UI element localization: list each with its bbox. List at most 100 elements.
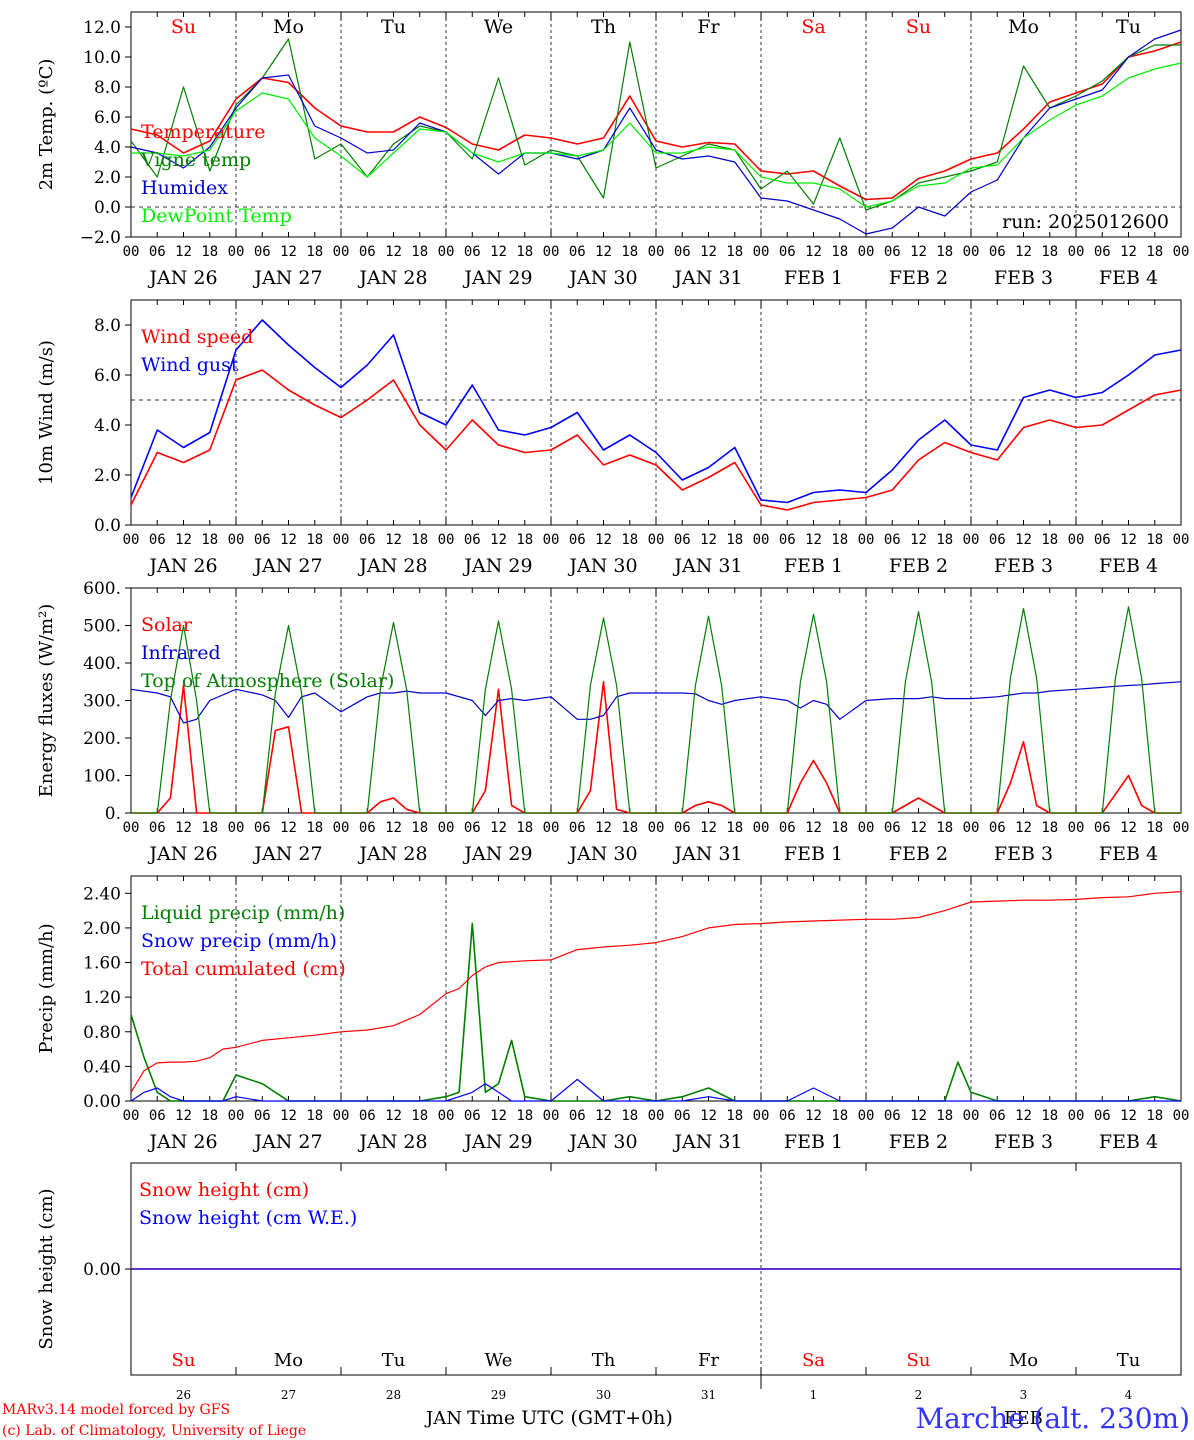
hour-tick-label: 06 (779, 532, 796, 548)
hour-tick-label: 06 (1094, 532, 1111, 548)
y-tick-label: 400. (83, 654, 121, 674)
y-tick-label: 2.0 (94, 168, 121, 188)
credit-lab: (c) Lab. of Climatology, University of L… (2, 1423, 306, 1439)
hour-tick-label: 18 (516, 820, 533, 836)
hour-tick-label: 00 (123, 820, 140, 836)
legend-entry: Snow precip (mm/h) (141, 930, 337, 952)
hour-tick-label: 06 (569, 1108, 586, 1124)
hour-tick-label: 12 (1015, 820, 1032, 836)
weekday-label: Mo (1009, 1350, 1038, 1371)
hour-tick-label: 00 (123, 244, 140, 260)
y-tick-label: 300. (83, 692, 121, 712)
y-tick-label: 2.00 (83, 919, 121, 939)
hour-tick-label: 12 (385, 1108, 402, 1124)
hour-tick-label: 12 (1120, 244, 1137, 260)
hour-tick-label: 00 (1068, 244, 1085, 260)
hour-tick-label: 12 (910, 244, 927, 260)
day-number: 29 (491, 1388, 506, 1402)
hour-tick-label: 18 (831, 1108, 848, 1124)
weekday-label: Su (907, 1350, 931, 1371)
hour-tick-label: 18 (411, 532, 428, 548)
hour-tick-label: 06 (464, 244, 481, 260)
panel-3 (125, 587, 1182, 814)
hour-tick-label: 18 (936, 1108, 953, 1124)
hour-tick-label: 12 (805, 820, 822, 836)
date-label: JAN 26 (147, 267, 217, 289)
hour-tick-label: 06 (989, 244, 1006, 260)
hour-tick-label: 12 (280, 820, 297, 836)
panel-4 (125, 875, 1182, 1102)
hour-tick-label: 00 (1173, 244, 1190, 260)
hour-tick-label: 00 (648, 820, 665, 836)
hour-tick-label: 18 (726, 532, 743, 548)
date-label: FEB 2 (889, 267, 948, 289)
y-tick-label: 1.20 (83, 988, 121, 1008)
hour-tick-label: 18 (831, 244, 848, 260)
hour-tick-label: 18 (936, 820, 953, 836)
hour-tick-label: 18 (1041, 244, 1058, 260)
day-number: 26 (176, 1388, 191, 1402)
hour-tick-label: 06 (674, 532, 691, 548)
y-tick-label: 8.0 (94, 316, 121, 336)
hour-tick-label: 18 (621, 1108, 638, 1124)
hour-tick-label: 00 (543, 820, 560, 836)
y-tick-label: 0.80 (83, 1023, 121, 1043)
y-tick-label: 0.00 (83, 1260, 121, 1280)
hour-tick-label: 00 (963, 1108, 980, 1124)
date-label: JAN 27 (252, 267, 322, 289)
series-line-1 (130, 41, 1182, 201)
hour-tick-label: 12 (595, 244, 612, 260)
weekday-label: Sa (801, 16, 825, 38)
hour-tick-label: 00 (333, 820, 350, 836)
legend-entry: Top of Atmosphere (Solar) (141, 670, 394, 692)
day-number: 3 (1020, 1388, 1028, 1402)
hour-tick-label: 00 (438, 1108, 455, 1124)
legend-entry: Temperature (141, 121, 265, 143)
hour-tick-label: 18 (411, 820, 428, 836)
month-label-left: JAN (424, 1408, 462, 1429)
hour-tick-label: 12 (595, 1108, 612, 1124)
hour-tick-label: 06 (464, 820, 481, 836)
hour-tick-label: 18 (726, 244, 743, 260)
hour-tick-label: 12 (280, 532, 297, 548)
hour-tick-label: 06 (884, 532, 901, 548)
y-tick-label: 500. (83, 617, 121, 637)
weekday-label: Mo (273, 16, 304, 38)
y-tick-label: 200. (83, 729, 121, 749)
hour-tick-label: 12 (910, 820, 927, 836)
x-axis-label: Time UTC (GMT+0h) (467, 1407, 673, 1429)
hour-tick-label: 06 (254, 1108, 271, 1124)
hour-tick-label: 12 (280, 1108, 297, 1124)
hour-tick-label: 00 (753, 244, 770, 260)
legend-entry: Solar (141, 614, 193, 636)
series-line-2 (130, 38, 1181, 211)
y-tick-label: 0.0 (94, 198, 121, 218)
weekday-label: Th (592, 1350, 616, 1371)
day-number: 31 (701, 1388, 716, 1402)
weekday-label: Tu (1116, 16, 1141, 38)
day-number: 30 (596, 1388, 611, 1402)
hour-tick-label: 06 (884, 820, 901, 836)
date-label: FEB 3 (994, 267, 1053, 289)
hour-tick-label: 00 (1068, 1108, 1085, 1124)
weekday-label: We (484, 16, 513, 38)
hour-tick-label: 00 (648, 1108, 665, 1124)
day-number: 1 (810, 1388, 818, 1402)
hour-tick-label: 06 (254, 532, 271, 548)
weekday-label: We (485, 1350, 513, 1371)
hour-tick-label: 18 (411, 1108, 428, 1124)
y-tick-label: 8.0 (94, 78, 121, 98)
hour-tick-label: 00 (1068, 820, 1085, 836)
hour-tick-label: 06 (674, 244, 691, 260)
hour-tick-label: 00 (543, 532, 560, 548)
date-label: FEB 4 (1099, 843, 1158, 865)
month-label-right: FEB (1004, 1408, 1043, 1429)
hour-tick-label: 12 (175, 532, 192, 548)
hour-tick-label: 00 (438, 820, 455, 836)
hour-tick-label: 00 (438, 532, 455, 548)
run-label: run: 2025012600 (1002, 211, 1169, 233)
hour-tick-label: 06 (464, 532, 481, 548)
hour-tick-label: 12 (1120, 1108, 1137, 1124)
date-label: FEB 1 (784, 1131, 843, 1153)
